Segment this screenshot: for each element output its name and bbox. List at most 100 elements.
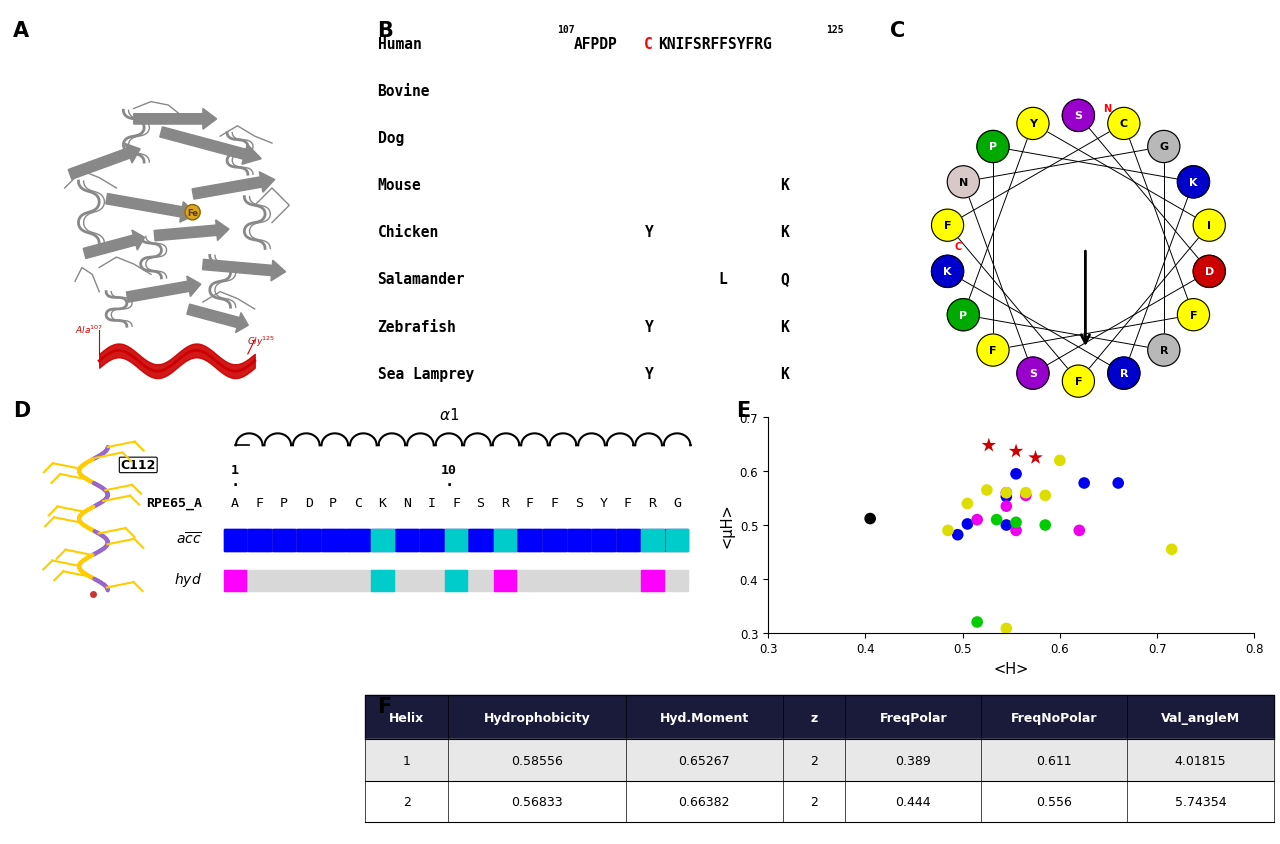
Point [996, 622, 1016, 636]
Text: G: G [673, 496, 681, 510]
Text: Y: Y [645, 414, 654, 429]
Text: AFPDP: AFPDP [575, 36, 618, 51]
Bar [593, 529, 614, 551]
Text: Bovine: Bovine [378, 84, 430, 99]
Point [860, 512, 881, 526]
Bar [448, 739, 626, 781]
Point [1161, 543, 1181, 556]
Text: Dog: Dog [378, 131, 404, 146]
Bar [470, 529, 492, 551]
FancyArrow shape [154, 220, 229, 241]
Text: A: A [13, 21, 29, 41]
Point [1006, 468, 1027, 481]
Text: 4.01815: 4.01815 [1175, 754, 1226, 766]
Text: F: F [256, 496, 264, 510]
Bar [980, 739, 1128, 781]
FancyArrow shape [68, 144, 140, 180]
Circle shape [1193, 256, 1225, 288]
Bar [782, 695, 845, 739]
Text: B: B [378, 21, 393, 41]
Text: Hyd.Moment: Hyd.Moment [659, 711, 749, 724]
Text: P: P [280, 496, 288, 510]
Text: 2: 2 [810, 795, 818, 808]
Text: K: K [781, 225, 788, 240]
Bar [980, 695, 1128, 739]
Bar [782, 781, 845, 822]
Bar [248, 529, 271, 551]
Bar [224, 529, 689, 551]
Text: Fe: Fe [187, 208, 198, 218]
Text: F: F [550, 496, 558, 510]
Text: Hydrophobicity: Hydrophobicity [484, 711, 590, 724]
Text: FreqNoPolar: FreqNoPolar [1011, 711, 1097, 724]
Bar [626, 739, 782, 781]
Bar [224, 571, 689, 592]
Text: $hyd$: $hyd$ [174, 571, 202, 588]
X-axis label: <H>: <H> [993, 661, 1029, 676]
Text: z: z [810, 711, 818, 724]
Text: Helix: Helix [389, 711, 424, 724]
Bar [224, 529, 246, 551]
Bar [396, 529, 419, 551]
FancyArrow shape [134, 110, 216, 130]
Point [977, 484, 997, 497]
Bar [845, 781, 980, 822]
Circle shape [1016, 108, 1050, 140]
Circle shape [1148, 132, 1180, 164]
Text: 2: 2 [810, 754, 818, 766]
Text: Y: Y [645, 366, 654, 381]
Bar [494, 571, 516, 592]
Text: Salamander: Salamander [378, 272, 465, 287]
Text: F: F [526, 496, 534, 510]
Text: F: F [378, 696, 392, 717]
Circle shape [977, 132, 1009, 164]
FancyArrow shape [127, 277, 201, 303]
Bar [224, 571, 246, 592]
Text: N: N [1103, 105, 1112, 114]
Point [957, 497, 978, 511]
Text: Y: Y [645, 319, 654, 334]
Text: Zebrafish: Zebrafish [378, 319, 457, 334]
Text: $a\overline{cc}$: $a\overline{cc}$ [175, 531, 202, 547]
Circle shape [932, 210, 964, 242]
Text: $\alpha$1: $\alpha$1 [439, 407, 460, 423]
Circle shape [1107, 358, 1140, 390]
Text: FreqPolar: FreqPolar [879, 711, 947, 724]
Text: S: S [1074, 111, 1083, 122]
Text: 1: 1 [403, 754, 411, 766]
Text: Q: Q [781, 272, 788, 287]
Text: P: P [959, 311, 968, 321]
Text: 0.66382: 0.66382 [678, 795, 730, 808]
Text: KNIFSRFFSYFRG: KNIFSRFFSYFRG [658, 36, 772, 51]
Circle shape [1148, 334, 1180, 366]
Text: S: S [575, 496, 582, 510]
Text: 125: 125 [827, 24, 845, 35]
Text: P: P [989, 143, 997, 152]
Text: K: K [943, 267, 952, 277]
Text: Hagfish: Hagfish [378, 413, 439, 429]
FancyArrow shape [187, 305, 248, 333]
Text: C: C [1120, 119, 1128, 129]
FancyArrow shape [83, 230, 145, 259]
Text: R: R [502, 496, 509, 510]
Text: 0.58556: 0.58556 [511, 754, 563, 766]
Point [996, 490, 1016, 504]
Text: .: . [444, 473, 453, 488]
Text: S: S [476, 496, 485, 510]
Text: Y: Y [645, 225, 654, 240]
Text: R: R [1120, 369, 1128, 379]
Point [1108, 477, 1129, 490]
Point [1050, 454, 1070, 468]
Bar [518, 529, 541, 551]
Text: K: K [781, 178, 788, 193]
Text: K: K [379, 496, 387, 510]
Bar [365, 739, 448, 781]
Text: .: . [230, 473, 239, 488]
Text: K: K [1189, 177, 1198, 187]
Circle shape [1193, 210, 1225, 242]
Bar [626, 781, 782, 822]
Text: RPE65_A: RPE65_A [146, 496, 202, 510]
Text: 5.74354: 5.74354 [1175, 795, 1226, 808]
Circle shape [1178, 300, 1210, 332]
Point [1025, 452, 1046, 465]
